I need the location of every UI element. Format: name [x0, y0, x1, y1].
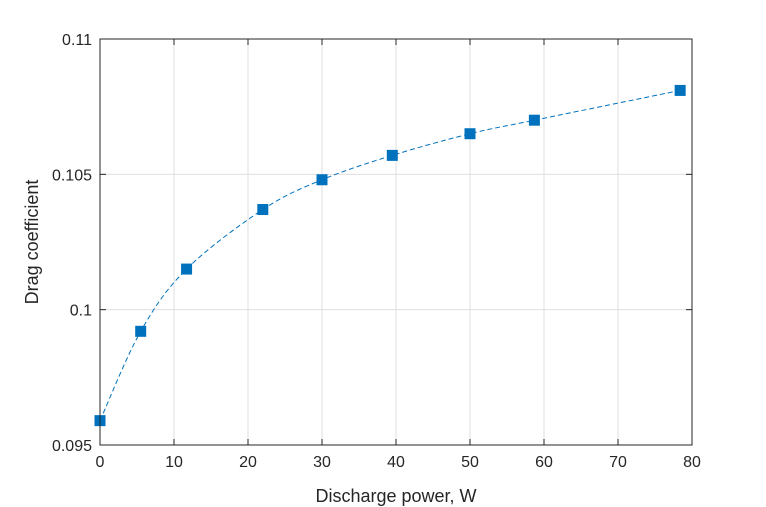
data-point-square [316, 174, 328, 186]
data-point-square [674, 84, 686, 96]
y-tick-label: 0.11 [62, 32, 92, 49]
data-point-square [464, 128, 476, 140]
y-tick-label: 0.105 [52, 167, 92, 184]
y-tick-label: 0.1 [70, 303, 92, 320]
series-layer [94, 84, 686, 427]
x-tick-label: 0 [96, 454, 105, 471]
x-axis-label: Discharge power, W [315, 486, 476, 506]
y-axis-label: Drag coefficient [22, 180, 42, 305]
x-tick-label: 50 [461, 454, 479, 471]
x-tick-label: 20 [239, 454, 257, 471]
data-point-square [528, 114, 540, 126]
data-point-square [135, 325, 147, 337]
data-point-square [386, 149, 398, 161]
data-point-square [181, 263, 193, 275]
ticks: 0 10 20 30 40 50 60 70 80 0.095 0.1 0.105 0.11 [52, 32, 701, 471]
data-point-square [257, 204, 269, 216]
x-tick-label: 30 [313, 454, 331, 471]
x-tick-label: 40 [387, 454, 405, 471]
x-tick-label: 60 [535, 454, 553, 471]
x-tick-label: 70 [609, 454, 627, 471]
y-tick-label: 0.095 [52, 438, 92, 455]
x-tick-label: 80 [683, 454, 701, 471]
x-tick-label: 10 [165, 454, 183, 471]
